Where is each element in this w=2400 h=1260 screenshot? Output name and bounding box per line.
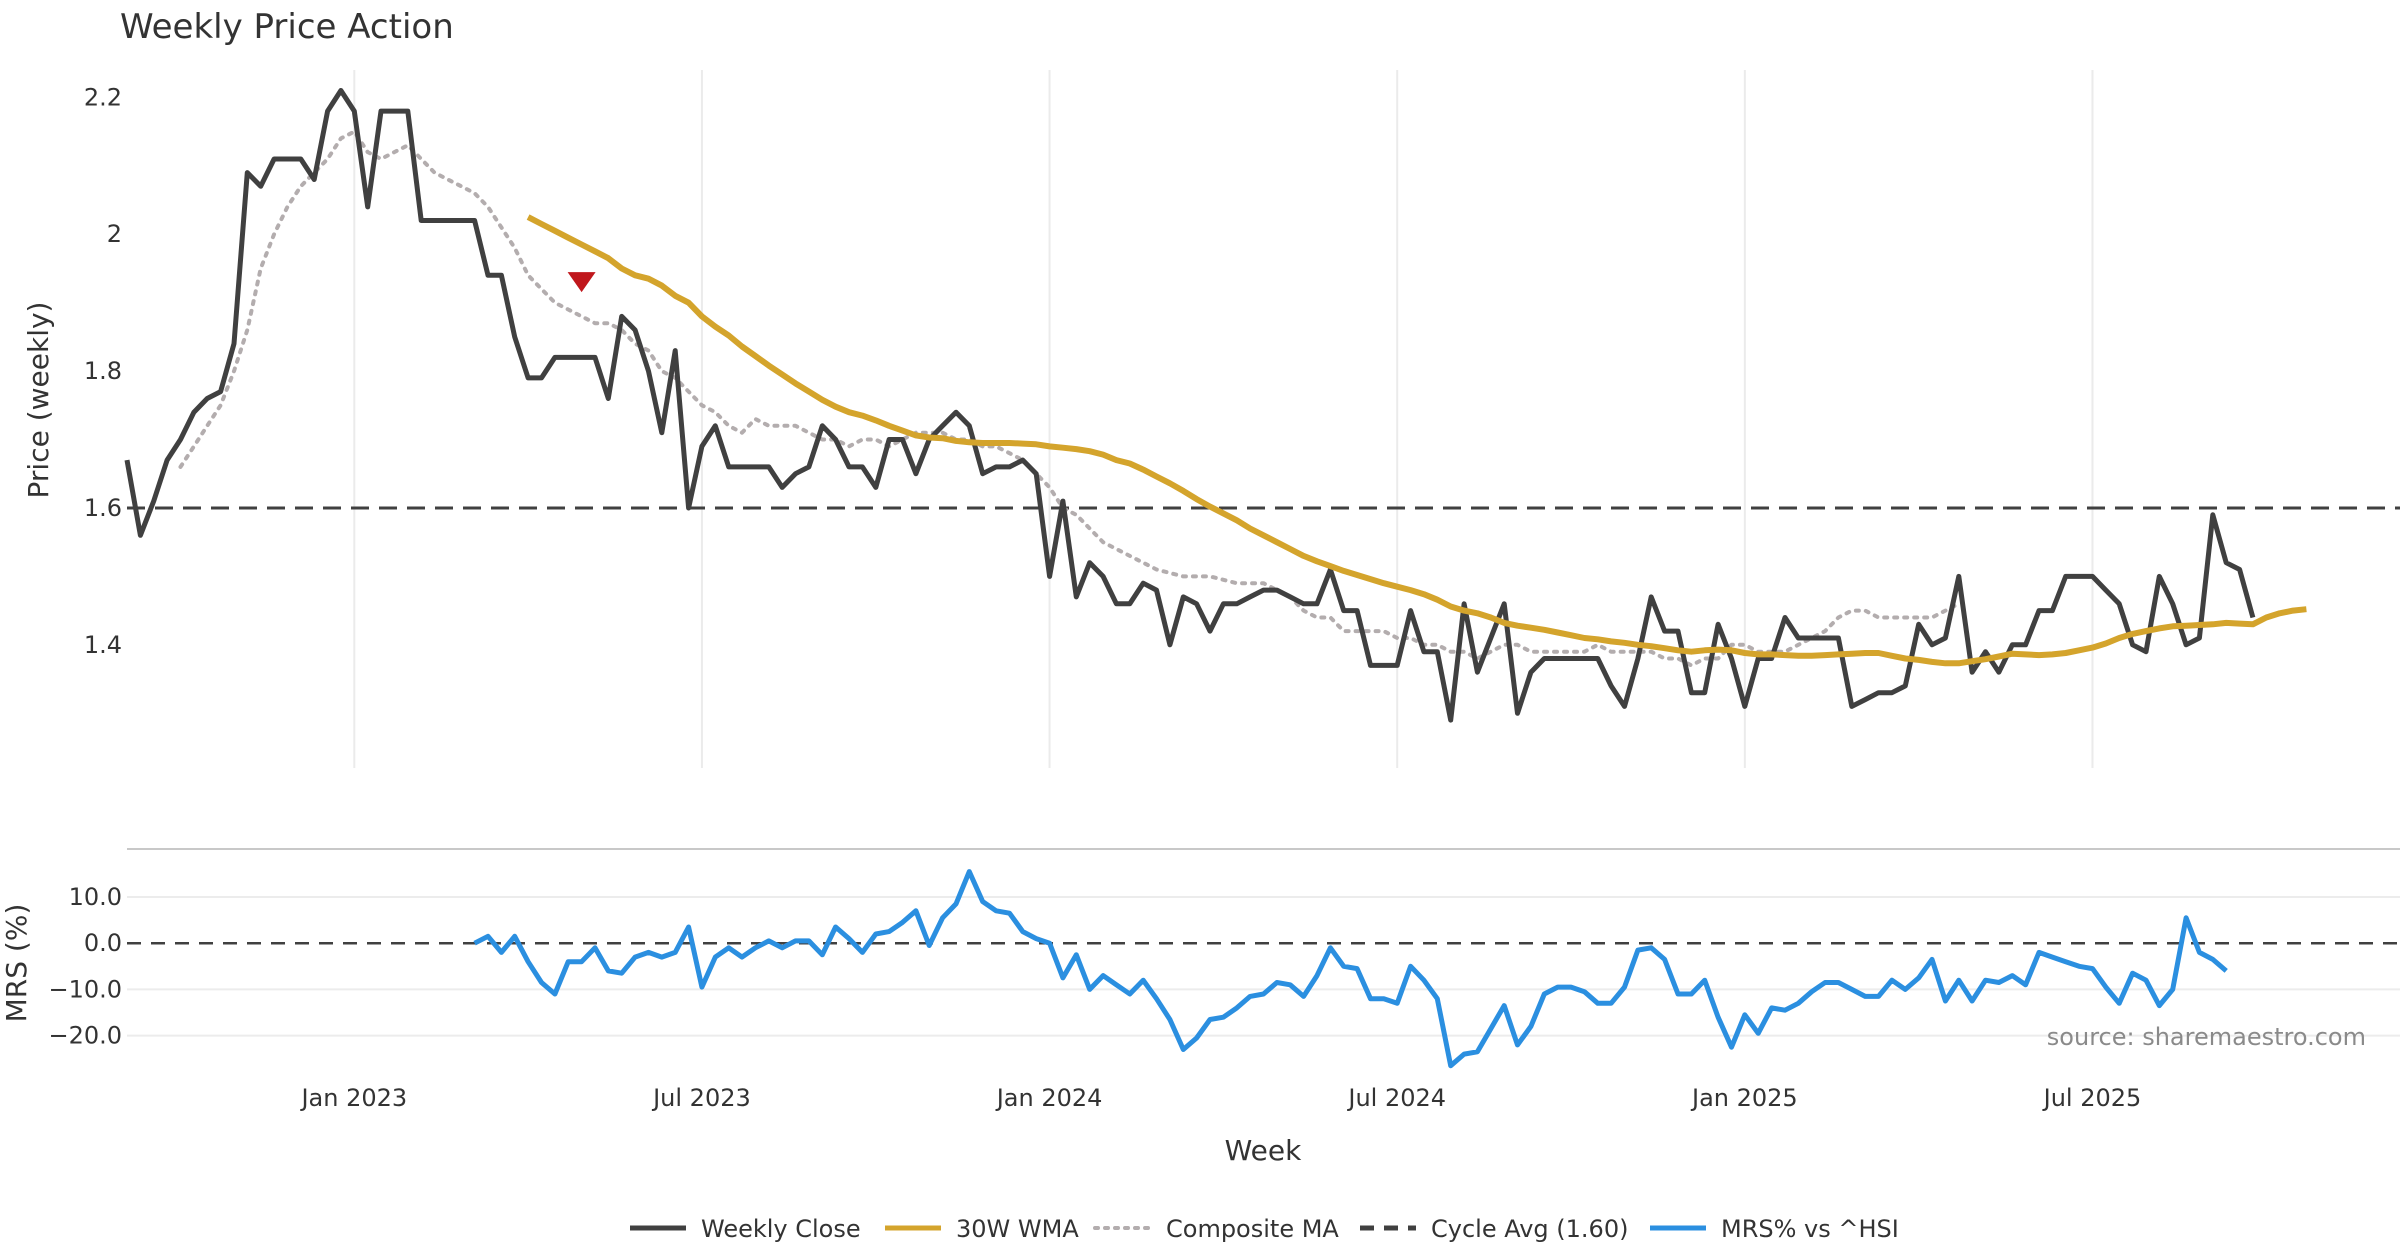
legend-composite-ma-label: Composite MA [1166,1215,1339,1243]
signal-down-marker [567,272,596,293]
x-tick: Jan 2025 [1690,1084,1798,1112]
composite-ma-line [178,129,1961,668]
price-y-axis-label: Price (weekly) [22,302,55,499]
x-tick: Jan 2024 [995,1084,1103,1112]
price-y-tick: 2 [107,220,122,248]
wma-30w-line [526,214,2307,667]
legend-mrs-label: MRS% vs ^HSI [1721,1215,1899,1243]
mrs-y-axis-label: MRS (%) [0,904,33,1023]
price-grid [353,70,2094,768]
x-tick: Jan 2023 [299,1084,407,1112]
legend-weekly-close-label: Weekly Close [701,1215,861,1243]
x-axis-label: Week [1225,1134,1302,1167]
weekly-close-line [124,88,2256,723]
price-annotations [567,272,596,293]
price-y-tick: 1.6 [84,494,122,522]
mrs-y-tick: −10.0 [48,975,122,1003]
mrs-y-tick: 10.0 [69,883,122,911]
source-note: source: sharemaestro.com [2047,1023,2366,1051]
x-tick: Jul 2023 [651,1084,751,1112]
legend: Weekly Close 30W WMA Composite MA Cycle Avg… [630,1215,1899,1243]
x-ticks: Jan 2023 Jul 2023 Jan 2024 Jul 2024 Jan 2025… [299,1084,2141,1112]
price-y-ticks: 1.4 1.6 1.8 2 2.2 [84,83,122,658]
x-tick: Jul 2024 [1346,1084,1446,1112]
x-tick: Jul 2025 [2042,1084,2142,1112]
mrs-y-tick: 0.0 [84,929,122,957]
mrs-y-tick: −20.0 [48,1022,122,1050]
legend-cycle-avg-label: Cycle Avg (1.60) [1431,1215,1628,1243]
mrs-y-ticks: 10.0 0.0 −10.0 −20.0 [48,883,122,1050]
price-y-tick: 1.4 [84,631,122,659]
mrs-series [473,869,2228,1069]
price-y-tick: 2.2 [84,83,122,111]
chart-title: Weekly Price Action [120,7,454,47]
mrs-grid [127,895,2400,1037]
mrs-line [473,869,2228,1069]
legend-30w-wma-label: 30W WMA [956,1215,1079,1243]
price-series [124,88,2307,723]
price-y-tick: 1.8 [84,357,122,385]
